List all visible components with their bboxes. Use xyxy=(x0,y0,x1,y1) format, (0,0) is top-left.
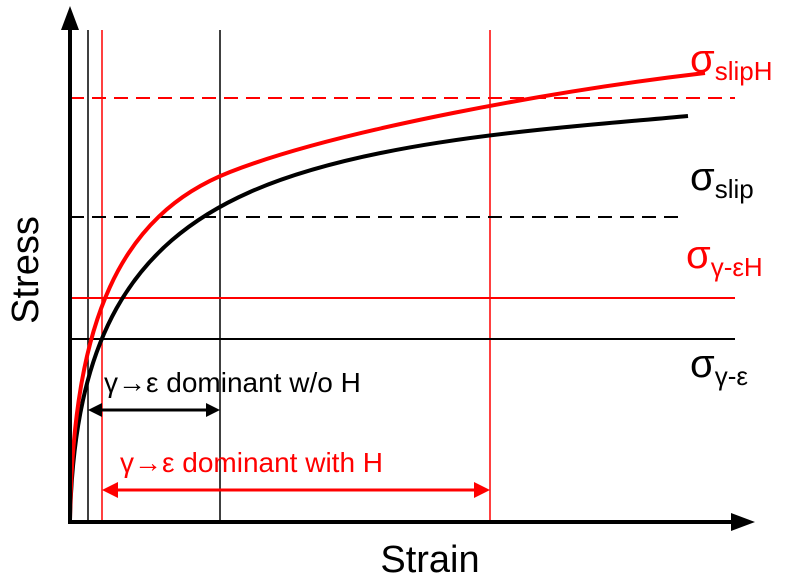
level-label: σγ-εH xyxy=(686,233,763,282)
x-axis-label: Strain xyxy=(380,539,479,581)
annotation: γ→ε dominant w/o H xyxy=(104,367,361,398)
level-label: σslip xyxy=(690,155,754,204)
level-label: σγ-ε xyxy=(690,342,748,391)
y-axis-label: Stress xyxy=(5,216,47,324)
curve-without-h xyxy=(68,114,689,521)
annotation: γ→ε dominant with H xyxy=(120,447,383,478)
symbol: σ xyxy=(690,155,715,199)
subscript: γ-εH xyxy=(711,252,763,282)
symbol: σ xyxy=(686,233,711,277)
symbol: σ xyxy=(690,37,715,81)
subscript: slip xyxy=(715,174,754,204)
subscript: γ-ε xyxy=(715,361,749,391)
arrow-head xyxy=(474,482,490,498)
symbol: σ xyxy=(690,342,715,386)
subscript: slipH xyxy=(715,56,773,86)
arrow-head xyxy=(88,403,102,417)
arrow-head xyxy=(102,482,118,498)
curve-with-h xyxy=(68,71,706,521)
y-axis-arrow xyxy=(61,6,79,30)
x-axis-arrow xyxy=(731,513,755,531)
level-label: σslipH xyxy=(690,37,772,86)
arrow-head xyxy=(206,403,220,417)
